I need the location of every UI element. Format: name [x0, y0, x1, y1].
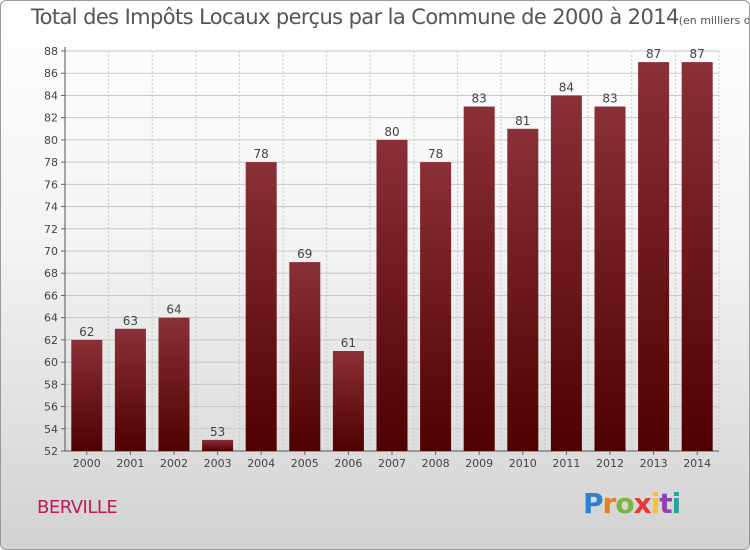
- y-tick-label: 88: [44, 45, 58, 58]
- y-tick-label: 72: [44, 223, 58, 236]
- bar-2010[interactable]: [507, 128, 539, 451]
- commune-name: BERVILLE: [37, 497, 118, 518]
- data-label-2012: 83: [602, 92, 617, 106]
- y-tick-label: 64: [44, 312, 58, 325]
- data-label-2014: 87: [690, 47, 705, 61]
- data-label-2006: 61: [341, 336, 356, 350]
- bar-2004[interactable]: [245, 162, 277, 451]
- data-label-2003: 53: [210, 425, 225, 439]
- x-tick-label-2004: 2004: [247, 457, 275, 470]
- x-tick-label-2007: 2007: [378, 457, 406, 470]
- bar-2003[interactable]: [202, 439, 234, 451]
- title-unit: (en milliers d'€): [678, 14, 749, 27]
- bar-2008[interactable]: [420, 162, 452, 451]
- y-tick-label: 80: [44, 134, 58, 147]
- axes: 52 54 56 58 60 62 64 66 68 70 72 74 76 78 80 82 84 86 88 20…: [44, 45, 719, 470]
- data-label-2008: 78: [428, 147, 443, 161]
- x-tick-label-2009: 2009: [465, 457, 493, 470]
- x-tick-label-2010: 2010: [509, 457, 537, 470]
- y-tick-label: 84: [44, 89, 58, 102]
- bar-2002[interactable]: [158, 317, 190, 451]
- y-tick-label: 82: [44, 112, 58, 125]
- proxiti-logo[interactable]: Proxiti: [583, 487, 682, 520]
- logo-letter: x: [633, 487, 652, 520]
- y-tick-label: 52: [44, 445, 58, 458]
- x-tick-label-2003: 2003: [204, 457, 232, 470]
- data-label-2005: 69: [297, 247, 312, 261]
- bar-2000[interactable]: [71, 339, 103, 451]
- bar-2005[interactable]: [289, 262, 321, 451]
- data-label-2004: 78: [254, 147, 269, 161]
- y-tick-label: 54: [44, 423, 58, 436]
- y-tick-label: 66: [44, 289, 58, 302]
- y-tick-label: 86: [44, 67, 58, 80]
- data-label-2013: 87: [646, 47, 661, 61]
- logo-letter: i: [671, 487, 682, 520]
- bar-2014[interactable]: [681, 62, 713, 451]
- data-label-2002: 64: [166, 303, 181, 317]
- x-tick-label-2000: 2000: [73, 457, 101, 470]
- data-labels: 62 63 64 53 78 69 61 80 78 83 81 84 83 87 87: [79, 47, 705, 439]
- chart-title: Total des Impôts Locaux perçus par la Co…: [31, 5, 749, 29]
- y-tick-label: 68: [44, 267, 58, 280]
- bar-2001[interactable]: [114, 328, 146, 451]
- logo-letter: r: [602, 487, 617, 520]
- data-label-2009: 83: [472, 92, 487, 106]
- bar-2013[interactable]: [638, 62, 670, 451]
- bar-2007[interactable]: [376, 139, 408, 451]
- x-tick-label-2006: 2006: [334, 457, 362, 470]
- data-label-2011: 84: [559, 80, 574, 94]
- bar-2009[interactable]: [463, 106, 495, 452]
- logo-letter: i: [650, 487, 661, 520]
- data-label-2000: 62: [79, 325, 94, 339]
- x-tick-label-2002: 2002: [160, 457, 188, 470]
- bar-2012[interactable]: [594, 106, 626, 452]
- y-tick-label: 76: [44, 178, 58, 191]
- logo-letter: P: [583, 487, 604, 520]
- y-tick-label: 70: [44, 245, 58, 258]
- data-label-2007: 80: [384, 125, 399, 139]
- logo-letter: o: [615, 487, 634, 520]
- bar-2011[interactable]: [550, 95, 582, 451]
- x-tick-label-2011: 2011: [552, 457, 580, 470]
- x-tick-label-2013: 2013: [640, 457, 668, 470]
- x-tick-label-2014: 2014: [683, 457, 711, 470]
- x-tick-label-2001: 2001: [116, 457, 144, 470]
- data-label-2010: 81: [515, 114, 530, 128]
- x-tick-label-2008: 2008: [422, 457, 450, 470]
- y-tick-label: 60: [44, 356, 58, 369]
- y-tick-label: 78: [44, 156, 58, 169]
- y-tick-label: 74: [44, 201, 58, 214]
- title-text: Total des Impôts Locaux perçus par la Co…: [31, 5, 679, 29]
- x-tick-label-2012: 2012: [596, 457, 624, 470]
- bar-2006[interactable]: [332, 351, 364, 451]
- bars: [71, 62, 713, 452]
- logo-letter: t: [659, 487, 672, 520]
- x-tick-label-2005: 2005: [291, 457, 319, 470]
- y-tick-label: 58: [44, 378, 58, 391]
- y-tick-label: 62: [44, 334, 58, 347]
- data-label-2001: 63: [123, 314, 138, 328]
- y-tick-label: 56: [44, 401, 58, 414]
